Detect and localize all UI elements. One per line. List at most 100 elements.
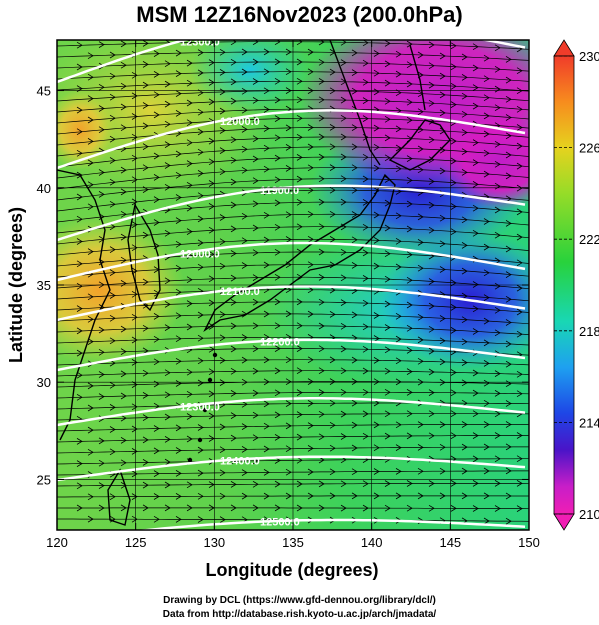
height-contour — [57, 338, 526, 372]
wind-arrowhead — [142, 164, 149, 172]
x-tick-label: 120 — [46, 535, 68, 550]
wind-arrowhead — [296, 223, 303, 231]
wind-arrowhead — [439, 266, 446, 273]
wind-arrowhead — [406, 200, 413, 208]
wind-arrowhead — [439, 91, 446, 99]
wind-arrowhead — [362, 199, 369, 206]
contour-label: 12100.0 — [220, 286, 260, 298]
wind-arrowhead — [461, 316, 468, 324]
wind-arrowhead — [483, 243, 490, 251]
wind-arrowhead — [296, 456, 303, 464]
wind-arrowhead — [329, 356, 336, 364]
wind-arrowhead — [219, 238, 226, 246]
wind-arrowhead — [87, 248, 94, 255]
wind-arrowhead — [362, 275, 369, 282]
wind-arrowhead — [164, 413, 171, 421]
axis-ticks: 120 125 130 135 140 145 150 25 30 35 40 45 — [37, 40, 540, 550]
wind-arrowhead — [87, 203, 94, 211]
wind-arrowhead — [373, 492, 380, 500]
wind-arrowhead — [164, 436, 171, 443]
wind-arrowhead — [483, 360, 490, 367]
wind-arrowhead — [373, 69, 380, 77]
wind-arrowhead — [153, 219, 160, 226]
wind-arrowhead — [186, 390, 193, 398]
wind-arrowhead — [131, 71, 138, 79]
wind-arrowhead — [109, 157, 116, 164]
wind-arrowhead — [131, 381, 138, 388]
wind-arrowhead — [120, 370, 127, 378]
wind-arrowhead — [197, 446, 204, 454]
wind-arrowhead — [87, 448, 94, 456]
wind-arrowhead — [483, 492, 490, 500]
wind-arrowhead — [109, 178, 116, 186]
wind-arrowhead — [329, 468, 336, 476]
wind-arrowhead — [252, 434, 259, 442]
wind-arrowhead — [109, 114, 116, 122]
wind-arrowhead — [252, 58, 259, 66]
wind-arrowhead — [98, 83, 105, 91]
wind-arrowhead — [219, 492, 226, 500]
wind-arrowhead — [153, 50, 160, 57]
wind-arrowhead — [373, 378, 380, 386]
wind-arrowhead — [175, 424, 182, 432]
wind-arrowhead — [219, 334, 226, 342]
wind-arrowhead — [285, 236, 292, 243]
wind-arrowhead — [263, 261, 270, 269]
wind-arrowhead — [318, 322, 325, 330]
wind-arrowhead — [197, 334, 204, 342]
wind-arrowhead — [318, 133, 325, 141]
wind-arrowhead — [76, 238, 83, 245]
lat-lon-grid — [57, 40, 529, 530]
wind-arrowhead — [351, 444, 358, 452]
height-contour — [57, 397, 526, 427]
wind-arrowhead — [230, 412, 237, 419]
wind-arrowhead — [362, 323, 369, 331]
wind-arrowhead — [472, 389, 479, 397]
wind-arrowhead — [472, 369, 479, 377]
wind-arrowhead — [285, 310, 292, 318]
wind-arrowhead — [197, 148, 204, 156]
wind-arrowhead — [384, 97, 391, 105]
wind-arrowhead — [153, 470, 160, 477]
wind-arrowhead — [406, 116, 413, 124]
wind-arrowhead — [417, 145, 424, 153]
wind-arrowhead — [197, 69, 204, 77]
island — [207, 377, 213, 383]
wind-arrowhead — [428, 278, 435, 285]
wind-arrowhead — [274, 367, 281, 375]
wind-arrowhead — [142, 143, 149, 150]
wind-arrowhead — [252, 78, 259, 85]
wind-arrowhead — [219, 311, 226, 318]
wind-arrowhead — [505, 114, 512, 121]
wind-arrowhead — [142, 324, 149, 332]
wind-arrowhead — [175, 288, 182, 296]
wind-arrowhead — [395, 335, 402, 343]
wind-arrowhead — [483, 170, 490, 178]
wind-arrowhead — [461, 379, 468, 387]
wind-arrowhead — [351, 311, 358, 319]
wind-arrowhead — [285, 68, 292, 76]
wind-arrowhead — [439, 214, 446, 222]
wind-arrowhead — [417, 51, 424, 59]
wind-arrowhead — [483, 294, 490, 301]
wind-arrowhead — [439, 109, 446, 117]
wind-arrowhead — [186, 504, 193, 512]
wind-arrowhead — [340, 299, 347, 306]
wind-arrowhead — [505, 220, 512, 227]
wind-arrowhead — [362, 480, 369, 488]
wind-arrowhead — [483, 54, 490, 62]
wind-arrowhead — [274, 298, 281, 306]
wind-arrowhead — [428, 62, 435, 70]
wind-arrowhead — [406, 389, 413, 396]
wind-arrowhead — [219, 88, 226, 96]
wind-arrowhead — [516, 67, 523, 75]
wind-arrowhead — [120, 40, 127, 48]
wind-arrowhead — [505, 360, 512, 368]
wind-arrowhead — [439, 421, 446, 428]
wind-arrowhead — [296, 322, 303, 330]
wind-arrowhead — [109, 337, 116, 345]
wind-arrowhead — [164, 277, 171, 285]
wind-arrowhead — [186, 228, 193, 235]
wind-arrowhead — [175, 194, 182, 201]
wind-arrowhead — [296, 175, 303, 183]
